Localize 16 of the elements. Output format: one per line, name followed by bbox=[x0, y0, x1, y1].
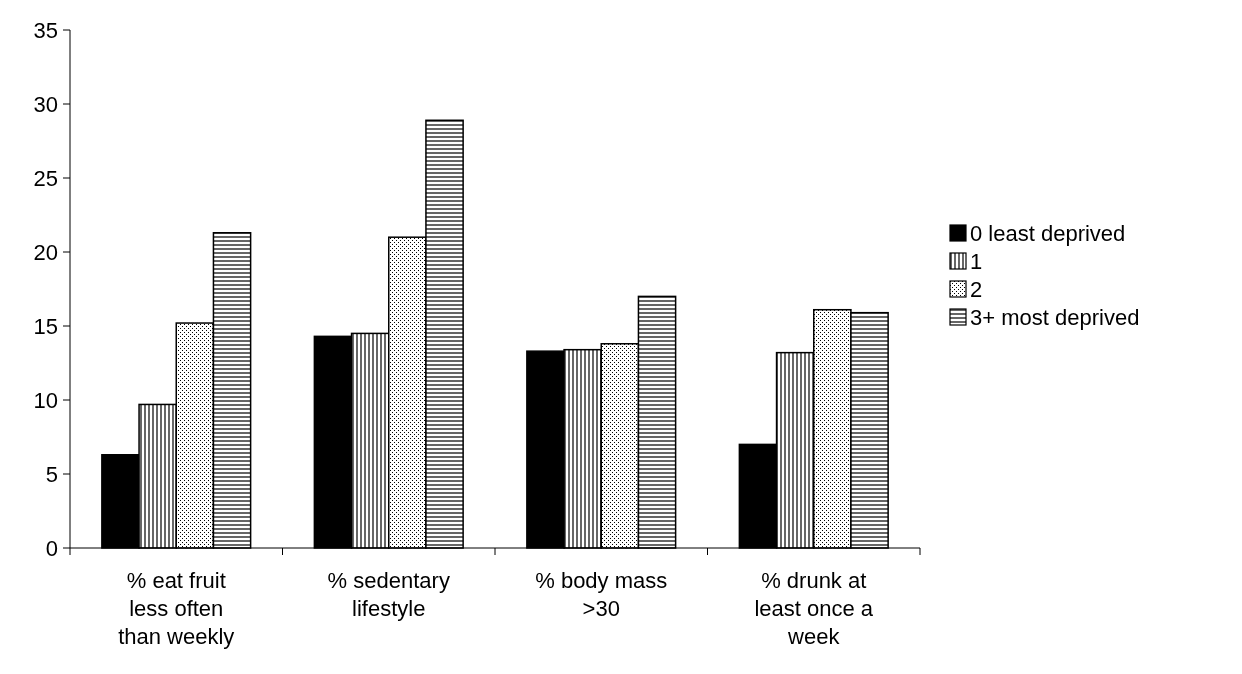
legend-label: 2 bbox=[970, 276, 983, 302]
y-tick-label: 20 bbox=[33, 239, 58, 265]
x-tick-label: % body mass >30 bbox=[535, 568, 668, 621]
x-tick-label: % sedentary lifestyle bbox=[327, 568, 450, 621]
y-tick-label: 15 bbox=[33, 313, 58, 339]
legend-label: 1 bbox=[970, 248, 983, 274]
legend-label: 0 least deprived bbox=[970, 220, 1126, 246]
y-tick-label: 0 bbox=[45, 535, 58, 561]
y-tick-label: 30 bbox=[33, 91, 58, 117]
x-tick-label: % eat fruit less often than weekly bbox=[118, 568, 235, 649]
y-tick-label: 5 bbox=[45, 461, 58, 487]
y-tick-label: 10 bbox=[33, 387, 58, 413]
y-tick-label: 35 bbox=[33, 17, 58, 43]
x-tick-label: % drunk at least once a week bbox=[754, 568, 874, 649]
y-tick-label: 25 bbox=[33, 165, 58, 191]
legend-label: 3+ most deprived bbox=[970, 304, 1140, 330]
